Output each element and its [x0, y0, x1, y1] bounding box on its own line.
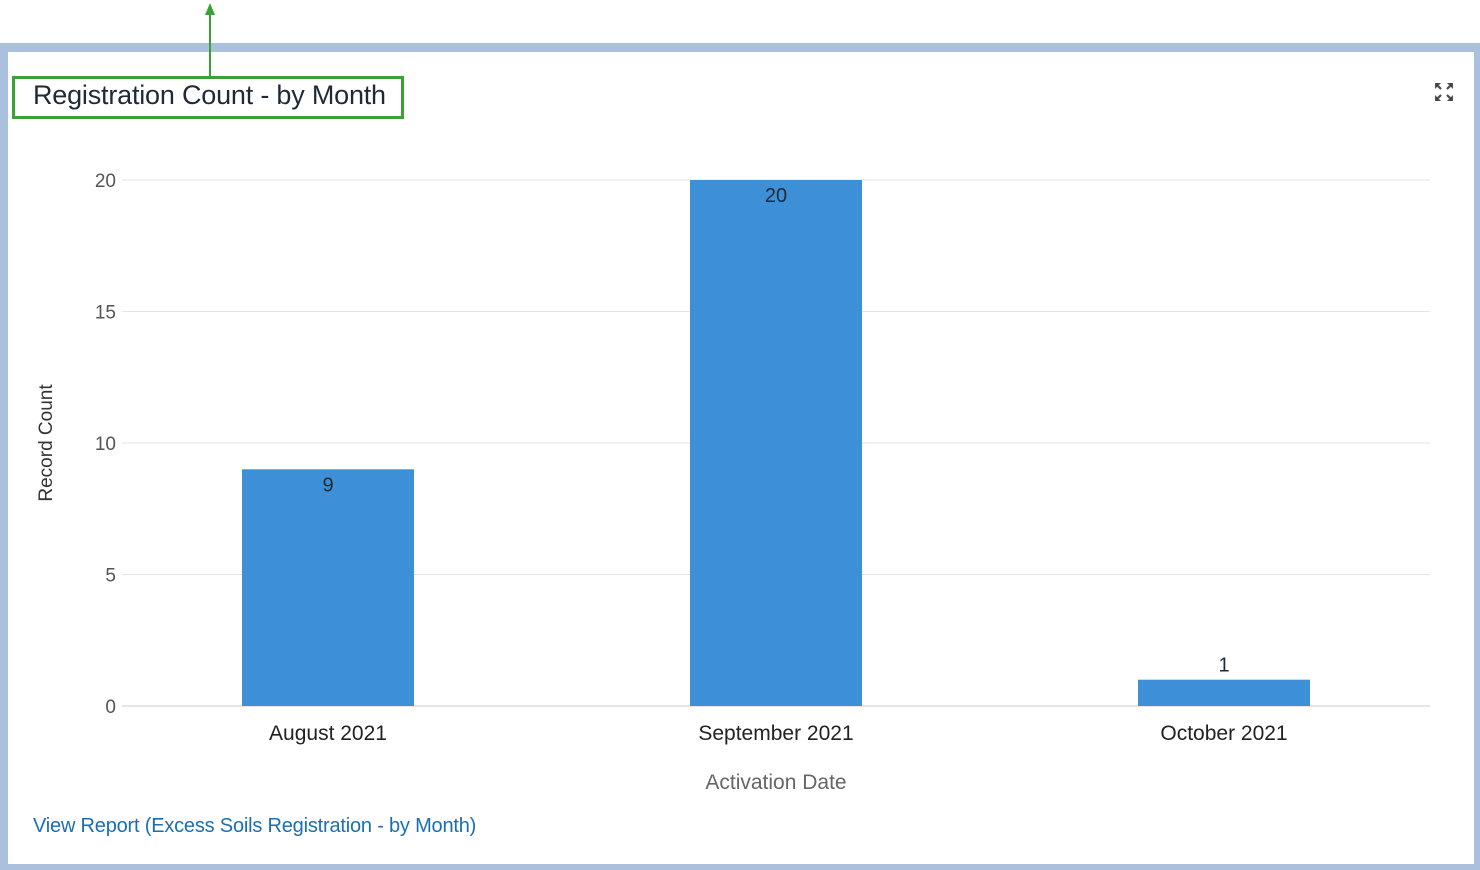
chart-title: Registration Count - by Month [33, 80, 386, 110]
data-label: 1 [1218, 655, 1229, 677]
x-tick-label: September 2021 [698, 722, 853, 745]
bar [690, 180, 862, 706]
y-tick-label: 15 [95, 303, 116, 324]
y-axis-title: Record Count [36, 384, 57, 502]
title-highlight-box [12, 76, 404, 119]
y-tick-label: 10 [95, 434, 116, 455]
x-tick-label: October 2021 [1160, 722, 1287, 745]
x-tick-label: August 2021 [269, 722, 387, 745]
data-label: 9 [322, 474, 333, 496]
bar [242, 469, 414, 706]
y-tick-label: 0 [105, 697, 116, 718]
view-report-link[interactable]: View Report (Excess Soils Registration -… [33, 815, 477, 837]
y-tick-label: 20 [95, 171, 116, 192]
x-axis-title: Activation Date [705, 771, 846, 794]
bar [1138, 679, 1310, 706]
y-tick-label: 5 [105, 566, 116, 587]
data-label: 20 [765, 185, 787, 207]
expand-icon[interactable] [1432, 80, 1456, 104]
